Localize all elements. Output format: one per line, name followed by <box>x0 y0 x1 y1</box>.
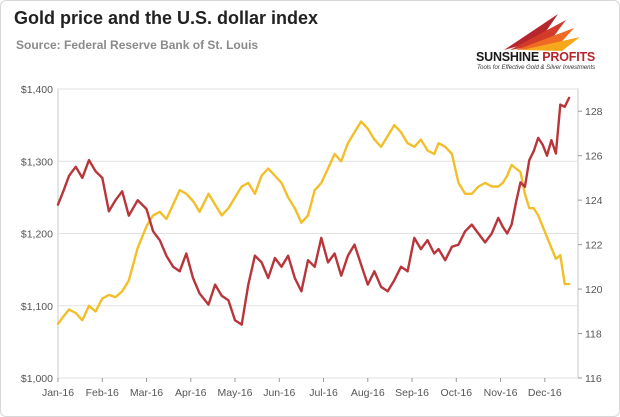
x-axis-tick-label: May-16 <box>218 387 253 399</box>
left-axis-tick-label: $1,100 <box>21 301 53 313</box>
right-axis-tick-label: 122 <box>585 240 603 252</box>
dollar-index-line <box>56 96 571 326</box>
x-axis-tick-label: Sep-16 <box>395 387 429 399</box>
left-axis-tick-label: $1,200 <box>21 229 53 241</box>
right-axis-tick-label: 128 <box>585 106 603 118</box>
x-axis-tick-label: Apr-16 <box>175 387 207 399</box>
right-axis-ticks: 116 118 120 122 124 126 128 <box>578 106 603 385</box>
sunshine-profits-logo-icon <box>504 14 580 51</box>
x-axis-tick-label: Aug-16 <box>351 387 385 399</box>
left-axis-tick-label: $1,000 <box>21 373 53 385</box>
right-axis-tick-label: 124 <box>585 195 603 207</box>
left-axis-ticks: $1,000 $1,100 $1,200 $1,300 $1,400 <box>21 84 53 385</box>
right-axis-tick-label: 116 <box>585 373 602 385</box>
x-axis-tick-label: Mar-16 <box>130 387 163 399</box>
right-axis-tick-label: 120 <box>585 284 603 296</box>
plot-area: $1,000 $1,100 $1,200 $1,300 $1,400 116 118 120… <box>21 84 603 399</box>
logo-word-1: SUNSHINE <box>476 50 539 64</box>
x-axis-tick-label: Oct-16 <box>441 387 473 399</box>
x-axis-ticks: Jan-16 Feb-16 Mar-16 Apr-16 May-16 Jun-16 Jul-… <box>42 378 562 399</box>
x-axis-tick-label: Feb-16 <box>86 387 119 399</box>
logo-wordmark: SUNSHINE PROFITS <box>476 50 595 64</box>
right-axis-tick-label: 118 <box>585 329 602 341</box>
logo-tagline: Tools for Effective Gold & Silver Invest… <box>477 65 596 71</box>
x-axis-tick-label: Jun-16 <box>263 387 295 399</box>
page-title: Gold price and the U.S. dollar index <box>14 8 319 28</box>
left-axis-tick-label: $1,300 <box>21 156 53 168</box>
left-axis-tick-label: $1,400 <box>21 84 53 96</box>
gold-price-line <box>56 120 571 325</box>
x-axis-tick-label: Nov-16 <box>484 387 518 399</box>
source-note: Source: Federal Reserve Bank of St. Loui… <box>16 38 259 52</box>
x-axis-tick-label: Dec-16 <box>528 387 562 399</box>
x-axis-tick-label: Jul-16 <box>309 387 338 399</box>
x-axis-tick-label: Jan-16 <box>42 387 74 399</box>
logo-word-2: PROFITS <box>539 50 596 64</box>
gridlines <box>58 88 578 379</box>
right-axis-tick-label: 126 <box>585 151 603 163</box>
